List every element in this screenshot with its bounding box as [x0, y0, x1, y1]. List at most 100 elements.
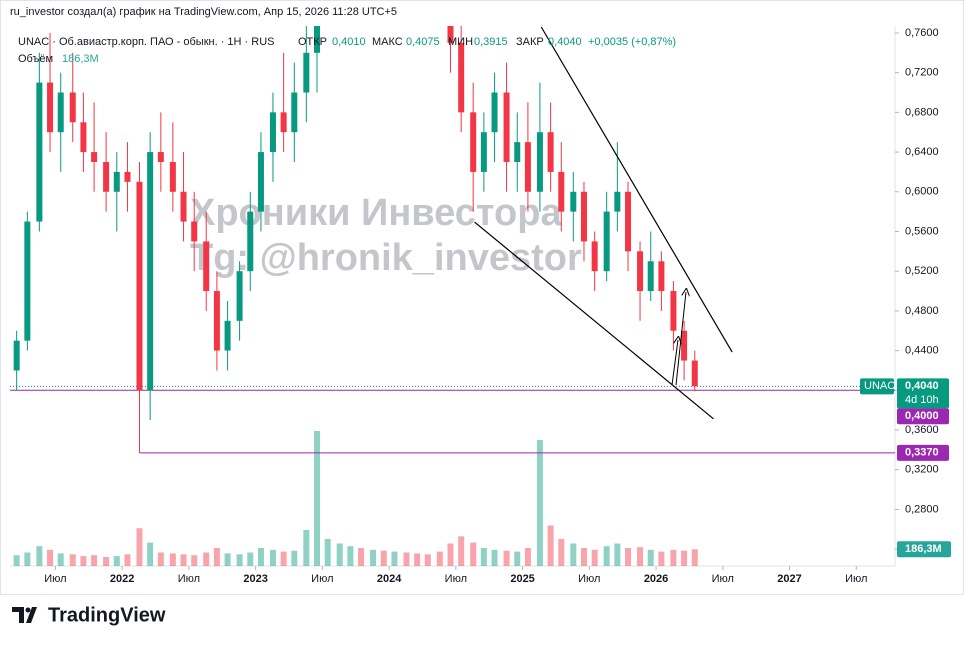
volume-bar: [691, 549, 698, 566]
volume-bar: [257, 548, 264, 566]
legend-open: 0,4010: [332, 36, 366, 48]
candle-body: [157, 152, 164, 162]
candle-body: [670, 291, 677, 331]
volume-bar: [303, 530, 310, 566]
volume-bar: [336, 543, 343, 566]
legend-open-label: ОТКР: [298, 36, 327, 48]
candle-body: [524, 142, 531, 192]
last-price-label: 0,4040: [905, 380, 939, 392]
volume-bar: [524, 548, 531, 566]
candle-body: [169, 161, 176, 192]
volume-bar: [324, 539, 331, 566]
volume-bar: [570, 543, 577, 566]
volume-bar: [424, 554, 431, 566]
y-tick-label: 0,6800: [905, 106, 939, 118]
candle-body: [637, 251, 644, 292]
volume-bar: [91, 555, 98, 566]
logo: TradingView: [12, 604, 166, 626]
candle-body: [280, 112, 287, 133]
candle-body: [203, 241, 210, 292]
volume-bar: [80, 556, 87, 566]
candle-body: [314, 26, 321, 53]
candle-body: [558, 171, 565, 212]
volume-bar: [391, 551, 398, 566]
volume-bar: [13, 555, 20, 566]
candle-body: [547, 132, 554, 172]
legend-close: 0,4040: [548, 36, 582, 48]
candle-body: [80, 122, 87, 153]
candle-body: [447, 26, 454, 43]
volume-bar: [603, 546, 610, 566]
y-tick-label: 0,2800: [905, 503, 939, 515]
y-tick-label: 0,5200: [905, 265, 939, 277]
y-tick-label: 0,6000: [905, 186, 939, 198]
candle-body: [291, 92, 298, 133]
volume-bar: [637, 547, 644, 566]
volume-bar: [403, 552, 410, 566]
candle-body: [647, 261, 654, 292]
candle-body: [24, 221, 31, 341]
candle-body: [480, 132, 487, 172]
x-tick-label: Июл: [311, 573, 333, 585]
candle-body: [36, 82, 43, 222]
volume-bar: [558, 539, 565, 566]
volume-bar: [136, 528, 143, 566]
volume-bar: [547, 525, 554, 566]
volume-bar: [314, 431, 321, 566]
candle-body: [580, 191, 587, 242]
volume-tag: [897, 541, 951, 558]
volume-bar: [670, 549, 677, 566]
volume-bar: [36, 546, 43, 566]
y-tick-label: 0,7600: [905, 27, 939, 39]
candle-body: [147, 152, 154, 391]
last-price-tag: [897, 378, 949, 409]
volume-bar: [681, 550, 688, 566]
volume-bar: [24, 552, 31, 566]
volume-bar: [291, 550, 298, 566]
brand: TradingView: [48, 604, 166, 626]
volume-bar: [503, 550, 510, 566]
countdown: 4d 10h: [905, 394, 939, 406]
candle-body: [13, 340, 20, 371]
trendline: [540, 26, 733, 353]
legend-close-label: ЗАКР: [516, 36, 544, 48]
candle-body: [591, 241, 598, 272]
candle-body: [47, 82, 54, 133]
level-tag: [897, 444, 949, 461]
volume-bar: [213, 548, 220, 566]
volume-bar: [536, 440, 543, 566]
candle-body: [603, 211, 610, 272]
frame: [0, 0, 964, 595]
x-tick-label: Июл: [578, 573, 600, 585]
candle-body: [570, 191, 577, 212]
volume-bar: [447, 543, 454, 566]
logo-mark: [12, 607, 37, 623]
candle-body: [536, 132, 543, 192]
volume-bar: [69, 554, 76, 566]
legend-volume: 186,3M: [62, 53, 99, 65]
candle-body: [236, 271, 243, 321]
level-tag: [897, 408, 949, 425]
legend-high-label: МАКС: [372, 36, 403, 48]
candle-body: [514, 142, 521, 162]
volume-bar: [480, 548, 487, 566]
legend-change: +0,0035 (+0,87%): [588, 36, 676, 48]
volume-bar: [614, 543, 621, 566]
candle-body: [213, 291, 220, 351]
legend-low: 0,3915: [474, 36, 508, 48]
volume-bar: [169, 553, 176, 566]
volume-bar: [57, 553, 64, 566]
candle-body: [458, 42, 465, 113]
candle-body: [503, 92, 510, 162]
volume-bar: [124, 554, 131, 566]
y-tick-label: 0,3200: [905, 464, 939, 476]
candle-body: [224, 320, 231, 351]
volume-bar: [224, 553, 231, 566]
candle-body: [136, 181, 143, 391]
level-tag-label: 0,3370: [905, 447, 939, 459]
volume-bar: [358, 548, 365, 566]
author-line: ru_investor создал(а) график на TradingV…: [10, 6, 397, 18]
symbol-tag: [860, 378, 894, 395]
volume-bar: [203, 552, 210, 566]
volume-bar: [491, 549, 498, 566]
